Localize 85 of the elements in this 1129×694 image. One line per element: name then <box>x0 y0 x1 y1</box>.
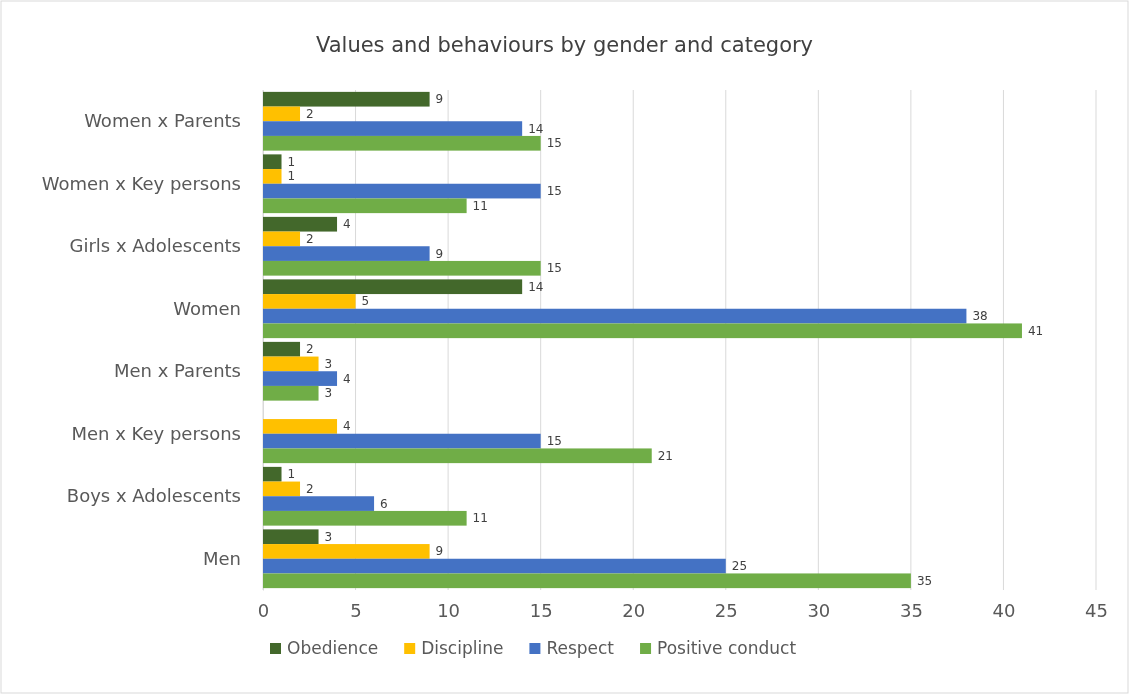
x-tick-label: 20 <box>622 599 646 621</box>
x-tick-label: 35 <box>899 599 923 621</box>
data-label: 14 <box>528 121 544 136</box>
data-label: 1 <box>287 154 296 169</box>
bar <box>263 573 911 589</box>
data-label: 3 <box>324 529 333 544</box>
bar <box>263 448 652 464</box>
bar <box>263 231 301 247</box>
data-label: 38 <box>972 309 988 324</box>
data-label: 25 <box>731 559 748 574</box>
data-label: 4 <box>343 419 351 434</box>
data-label: 1 <box>287 169 296 184</box>
bar <box>263 510 467 526</box>
bar <box>263 356 319 372</box>
legend-label: Obedience <box>287 638 379 658</box>
data-label: 15 <box>546 434 562 449</box>
y-tick-label: Men x Parents <box>113 360 241 382</box>
data-label: 15 <box>546 184 562 199</box>
bar <box>263 294 356 309</box>
bar <box>263 135 541 151</box>
bar <box>263 433 541 449</box>
x-tick-label: 40 <box>992 599 1016 621</box>
data-label: 9 <box>435 544 444 559</box>
data-label: 2 <box>306 342 314 357</box>
data-label: 6 <box>380 496 388 511</box>
data-label: 21 <box>657 448 674 463</box>
data-label: 9 <box>435 92 444 107</box>
bar <box>263 466 282 482</box>
data-label: 5 <box>361 294 370 309</box>
y-tick-label: Girls x Adolescents <box>69 235 241 257</box>
x-tick-label: 45 <box>1085 599 1108 621</box>
x-tick-label: 15 <box>529 599 553 621</box>
bar <box>263 91 430 107</box>
data-label: 15 <box>546 261 562 276</box>
data-label: 3 <box>324 356 333 371</box>
bar <box>263 308 967 324</box>
y-tick-label: Women x Key persons <box>41 172 241 194</box>
data-label: 1 <box>287 467 296 482</box>
x-tick-label: 5 <box>350 599 362 621</box>
bar <box>263 169 282 184</box>
data-label: 3 <box>324 386 333 401</box>
bar <box>263 183 541 199</box>
x-tick-label: 30 <box>807 599 831 621</box>
bar <box>263 198 467 214</box>
data-label: 9 <box>435 246 444 261</box>
legend-label: Positive conduct <box>657 638 797 658</box>
data-label: 4 <box>343 371 351 386</box>
data-label: 11 <box>472 198 488 213</box>
data-label: 11 <box>472 511 488 526</box>
data-label: 15 <box>546 136 562 151</box>
data-label: 2 <box>306 231 314 246</box>
y-tick-label: Women x Parents <box>84 110 241 132</box>
x-tick-label: 0 <box>257 599 270 621</box>
bar <box>263 371 338 386</box>
bar <box>263 323 1022 339</box>
bar <box>263 341 301 357</box>
bar <box>263 558 726 574</box>
bar <box>263 481 301 497</box>
y-tick-label: Women <box>173 297 241 319</box>
bar <box>263 496 375 511</box>
data-label: 35 <box>916 573 933 588</box>
bar <box>263 154 282 170</box>
data-label: 14 <box>528 279 544 294</box>
data-label: 2 <box>306 106 314 121</box>
legend-label: Discipline <box>421 638 504 658</box>
bar <box>263 121 523 136</box>
data-label: 41 <box>1027 323 1044 338</box>
bar <box>263 419 338 434</box>
chart-title: Values and behaviours by gender and category <box>315 33 814 57</box>
y-tick-label: Boys x Adolescents <box>66 485 241 507</box>
x-tick-label: 10 <box>437 599 461 621</box>
bar <box>263 246 430 261</box>
bar <box>263 216 338 232</box>
bar <box>263 106 301 122</box>
bar <box>263 544 430 559</box>
x-tick-label: 25 <box>714 599 738 621</box>
bar <box>263 260 541 276</box>
bar <box>263 279 523 295</box>
legend-label: Respect <box>546 638 615 658</box>
data-label: 2 <box>306 481 314 496</box>
data-label: 4 <box>343 217 351 232</box>
bar <box>263 385 319 401</box>
y-tick-label: Men <box>202 547 241 569</box>
bar <box>263 529 319 545</box>
y-tick-label: Men x Key persons <box>71 422 241 444</box>
